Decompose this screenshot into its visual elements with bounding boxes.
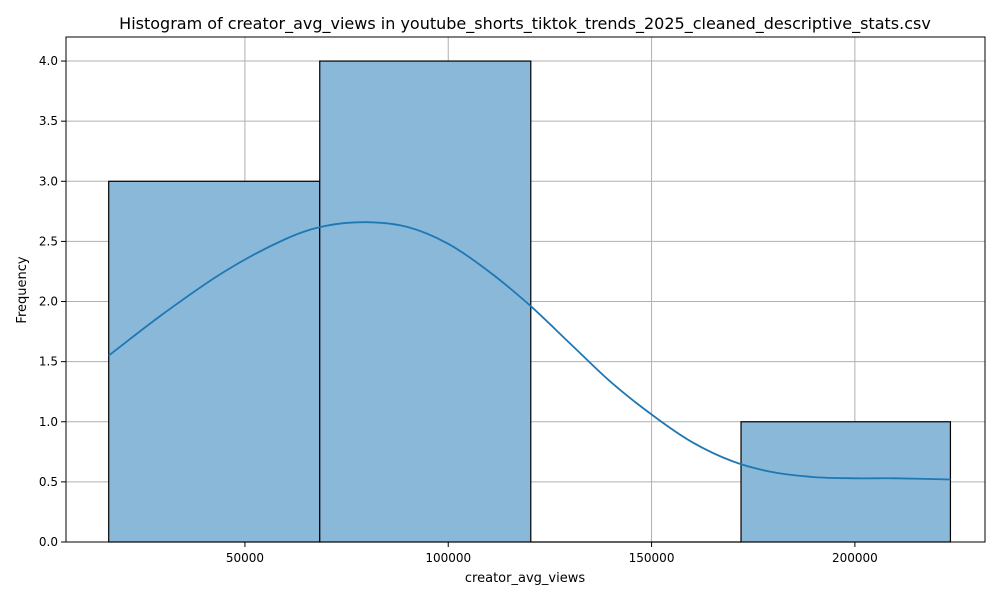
kde-curve [108,221,951,481]
y-tick-label: 1.5 [39,355,58,369]
x-tick-label: 100000 [425,551,471,565]
y-tick-label: 2.5 [39,234,58,248]
histogram-bar [740,421,952,543]
y-tick-label: 3.5 [39,114,58,128]
kde-layer [108,221,951,481]
y-tick-label: 0.0 [39,535,58,549]
y-tick-label: 0.5 [39,475,58,489]
bars-layer [108,60,952,543]
histogram-bar [319,60,532,543]
y-axis-label: Frequency [15,256,30,323]
x-tick-label: 150000 [629,551,675,565]
y-axis: 0.0 0.5 1.0 1.5 2.0 2.5 3.0 3.5 4.0 [39,54,66,549]
x-axis-label: creator_avg_views [465,571,585,586]
x-tick-label: 50000 [226,551,264,565]
y-tick-label: 4.0 [39,54,58,68]
y-tick-label: 3.0 [39,174,58,188]
plot-frame [65,36,986,543]
histogram-bar [108,180,321,543]
y-tick-label: 2.0 [39,295,58,309]
chart-title: Histogram of creator_avg_views in youtub… [119,14,931,34]
x-axis: 50000 100000 150000 200000 [226,542,878,565]
y-tick-label: 1.0 [39,415,58,429]
x-tick-label: 200000 [832,551,878,565]
